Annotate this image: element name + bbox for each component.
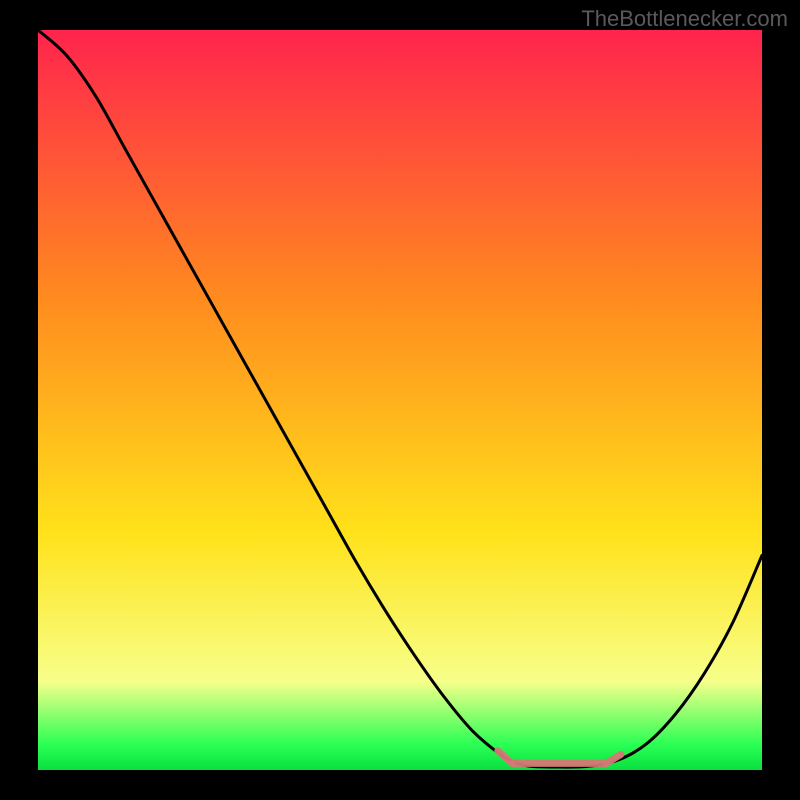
chart-container: TheBottlenecker.com [0, 0, 800, 800]
watermark-text: TheBottlenecker.com [581, 6, 788, 32]
gradient-background [38, 30, 762, 770]
plot-svg [38, 30, 762, 770]
plot-area [38, 30, 762, 770]
